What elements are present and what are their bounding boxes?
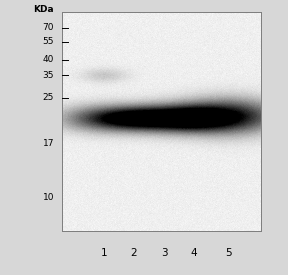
Text: 2: 2 bbox=[131, 248, 137, 258]
Text: 3: 3 bbox=[161, 248, 167, 258]
Text: KDa: KDa bbox=[33, 6, 54, 15]
Text: 4: 4 bbox=[191, 248, 197, 258]
Text: 40: 40 bbox=[43, 56, 54, 65]
Text: 55: 55 bbox=[43, 37, 54, 46]
Text: 35: 35 bbox=[43, 70, 54, 79]
Text: 25: 25 bbox=[43, 94, 54, 103]
Text: 10: 10 bbox=[43, 194, 54, 202]
Text: 5: 5 bbox=[225, 248, 231, 258]
Text: 70: 70 bbox=[43, 23, 54, 32]
Text: 1: 1 bbox=[101, 248, 107, 258]
Text: 17: 17 bbox=[43, 139, 54, 147]
